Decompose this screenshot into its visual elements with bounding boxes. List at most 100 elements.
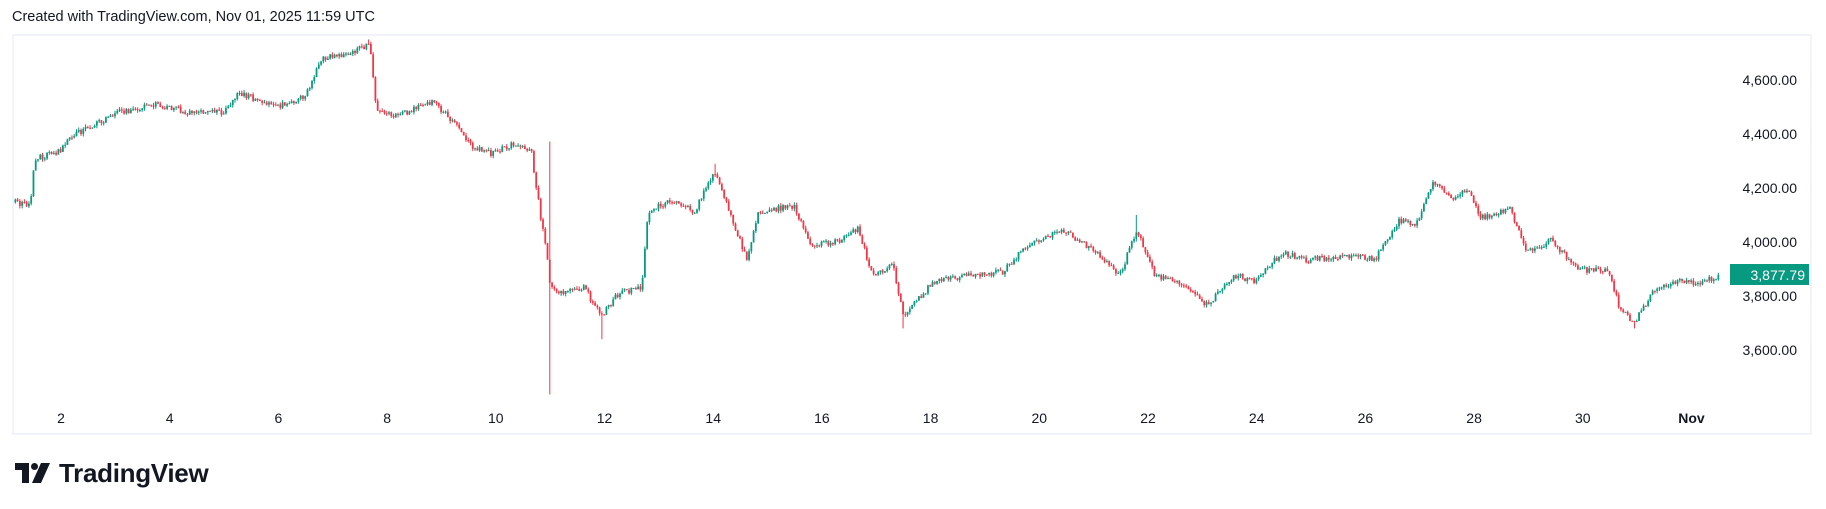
candle-body [1554, 240, 1557, 246]
candle [990, 271, 993, 278]
candle-body [841, 240, 843, 243]
candle-body [177, 106, 180, 108]
candle [1047, 233, 1049, 237]
candle-body [951, 276, 954, 278]
candle [514, 145, 517, 147]
candle [1717, 272, 1720, 281]
candle [1053, 230, 1056, 235]
candle-body [1368, 256, 1371, 260]
candle [893, 261, 895, 271]
candle [218, 107, 221, 111]
candle-body [707, 182, 710, 189]
candle-body [797, 213, 800, 220]
candle-body [730, 210, 732, 215]
candle-body [764, 212, 766, 214]
candle [1246, 277, 1249, 284]
candle [406, 110, 409, 116]
candle [1101, 255, 1104, 260]
candle [743, 246, 746, 252]
candle [456, 121, 458, 127]
candle-body [1361, 254, 1364, 256]
candle-body [868, 259, 870, 267]
candle [1022, 248, 1024, 253]
candle-body [689, 206, 692, 210]
candle [598, 306, 601, 316]
candle-body [804, 228, 807, 233]
candle [716, 172, 719, 179]
candle [779, 202, 782, 214]
candle [1182, 283, 1185, 288]
candle-body [1504, 209, 1507, 213]
candle-body [204, 112, 207, 114]
candle-body [995, 270, 997, 273]
tradingview-logo[interactable]: TradingView [15, 458, 209, 489]
candle [1436, 183, 1439, 187]
candle-body [569, 288, 572, 292]
candle [25, 200, 28, 208]
candle [976, 273, 979, 275]
candle-body [263, 102, 266, 104]
candle-body [1527, 249, 1529, 251]
candle-body [773, 207, 775, 211]
candle [1642, 303, 1645, 311]
candle [773, 206, 775, 211]
candle-body [288, 103, 291, 105]
candle-body [277, 104, 279, 106]
candle-body [750, 242, 753, 252]
candle [272, 101, 275, 108]
candle [77, 127, 80, 134]
candle-body [80, 130, 82, 134]
candle-body [945, 277, 947, 279]
candle-body [444, 111, 447, 113]
candle [1701, 279, 1704, 286]
candle-body [247, 94, 250, 99]
candle-body [1423, 203, 1425, 212]
candle [186, 113, 189, 117]
candle [1540, 245, 1543, 250]
candle [23, 199, 26, 204]
candle [1169, 276, 1172, 280]
candle-body [338, 54, 341, 57]
candle-body [838, 239, 841, 243]
candle-body [605, 306, 608, 315]
candle [132, 106, 135, 112]
candle-body [449, 116, 452, 122]
candle-body [1497, 214, 1500, 216]
candle-body [913, 301, 916, 306]
candle [1511, 206, 1514, 215]
candle-body [249, 94, 252, 96]
candle-body [86, 126, 89, 128]
candle [1420, 208, 1423, 221]
candle [1447, 191, 1450, 197]
candle-body [1644, 305, 1647, 307]
candle [1105, 259, 1108, 263]
candle-body [1137, 232, 1140, 236]
candle-body [367, 43, 370, 45]
candle-body [23, 201, 26, 203]
candle [333, 53, 336, 59]
date-tick-label: 24 [1249, 410, 1265, 426]
candle [1205, 300, 1208, 308]
candle [1434, 181, 1437, 187]
candle [972, 274, 975, 277]
candle [714, 163, 717, 178]
candle-body [186, 114, 189, 116]
candle [1083, 241, 1086, 243]
candle [1633, 320, 1636, 329]
candle [650, 209, 653, 214]
candle-body [1280, 255, 1283, 257]
candle-body [324, 56, 327, 60]
candle-body [1146, 252, 1149, 257]
candle-body [1536, 247, 1539, 249]
candle-body [62, 145, 64, 152]
candle-body [145, 104, 148, 106]
candlestick-chart[interactable]: 4,600.004,400.004,200.004,000.003,800.00… [14, 36, 1810, 433]
candle [1681, 278, 1683, 284]
candle-body [1026, 247, 1029, 249]
candle-body [480, 147, 483, 152]
candle [995, 267, 997, 275]
candle-body [1278, 256, 1280, 261]
candle-body [1470, 191, 1473, 196]
candle-body [1681, 278, 1683, 281]
candle [1669, 282, 1672, 289]
